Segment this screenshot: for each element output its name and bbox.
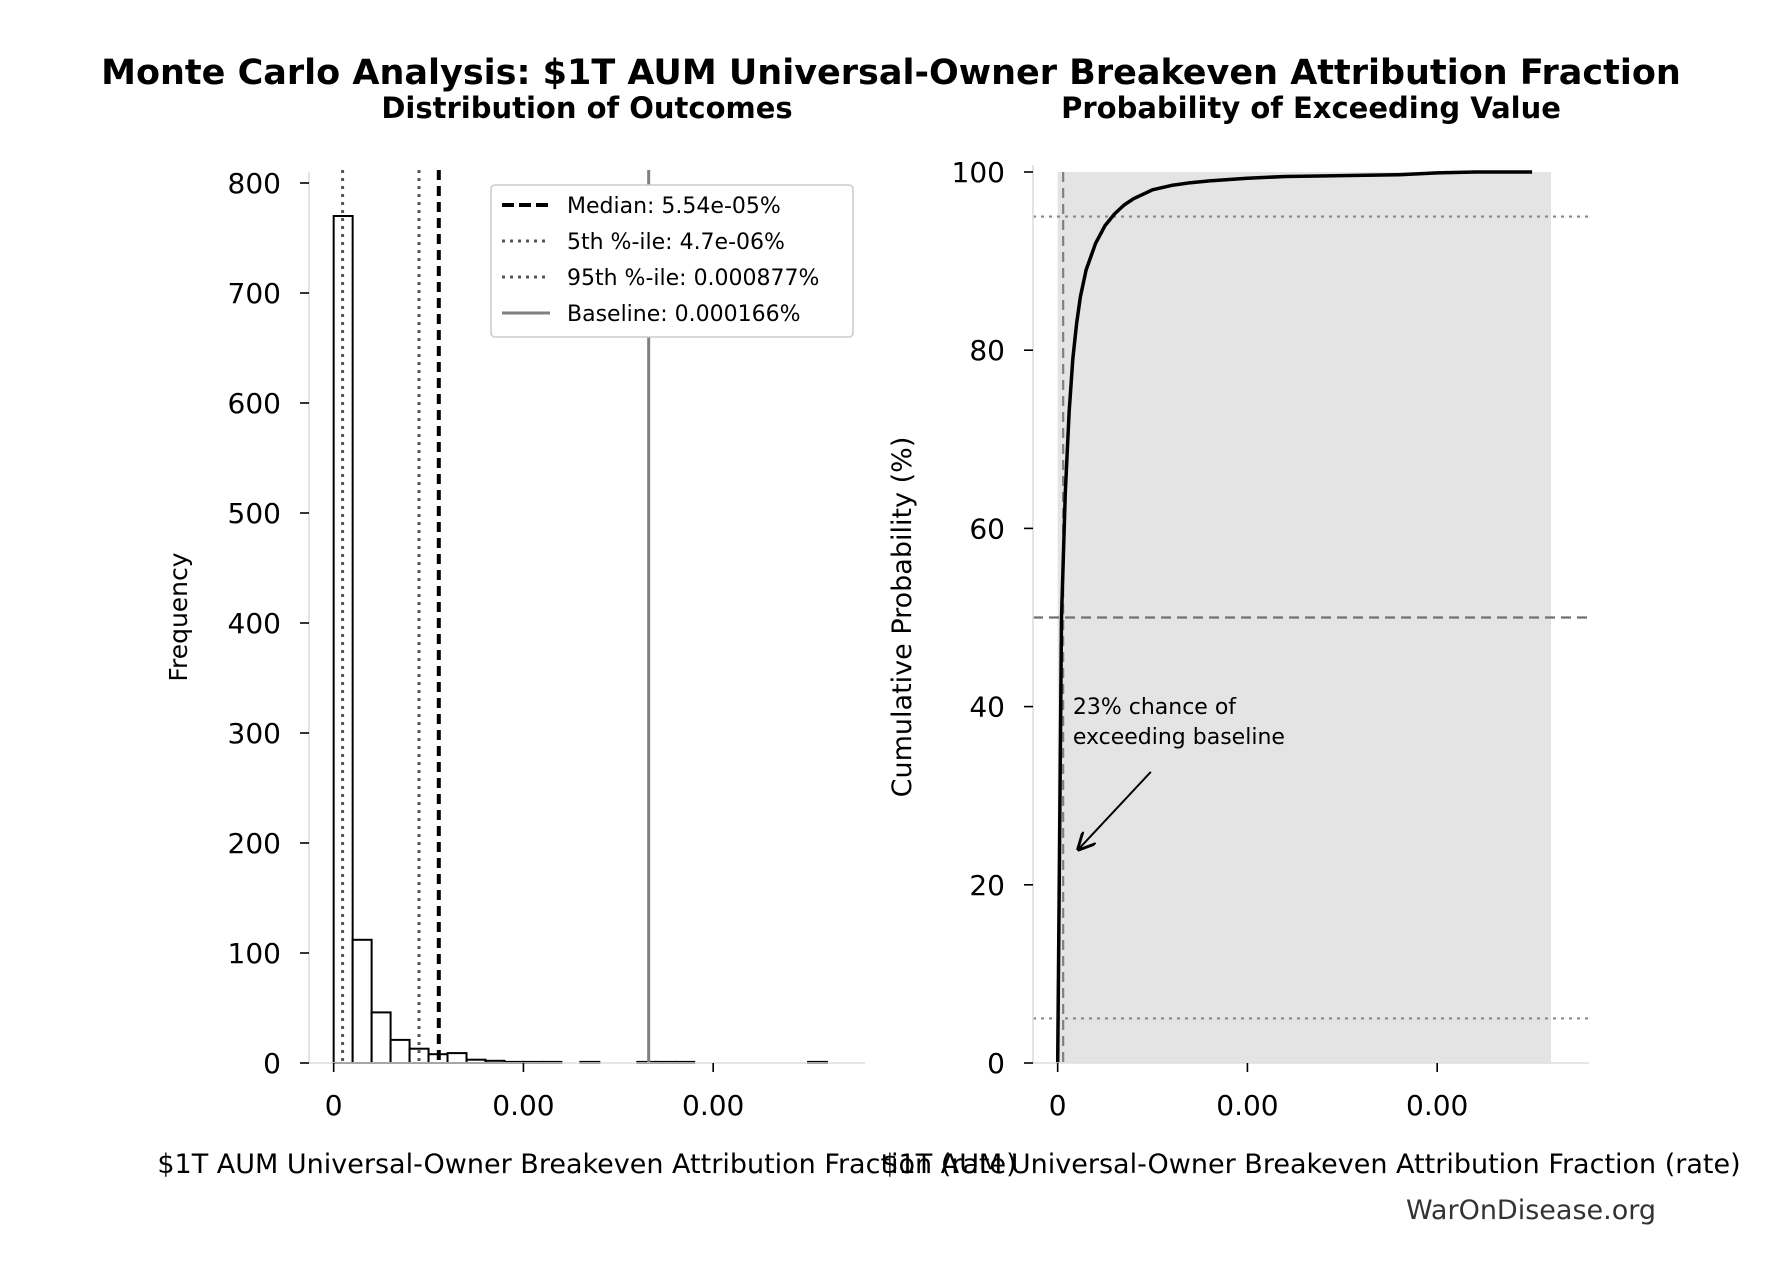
histogram-x-axis-label: $1T AUM Universal-Owner Breakeven Attrib… [157,1149,1016,1180]
y-tick-label: 80 [969,334,1005,367]
annotation-text-line-1: 23% chance of [1073,695,1237,720]
histogram-bars [332,215,829,1065]
histogram-y-ticks: 0 100 200 300 400 500 600 700 800 [228,167,309,1080]
histogram-bar [351,938,373,1064]
y-tick-label: 700 [228,277,281,310]
histogram-legend: Median: 5.54e-05% 5th %-ile: 4.7e-06% 95… [490,184,854,338]
cdf-line [1055,170,1533,1064]
y-tick-label: 60 [969,512,1005,545]
legend-label-p5: 5th %-ile: 4.7e-06% [567,230,785,255]
figure-title: Monte Carlo Analysis: $1T AUM Universal-… [101,53,1681,93]
x-tick-label: 0.00 [1216,1089,1278,1122]
cdf-y-axis-label: Cumulative Probability (%) [887,437,918,798]
legend-label-p95: 95th %-ile: 0.000877% [567,266,819,291]
y-tick-label: 400 [228,607,281,640]
cdf-x-ticks: 0 0.00 0.00 [1049,1063,1468,1122]
y-tick-label: 100 [228,937,281,970]
x-tick-label: 0 [1049,1089,1067,1122]
y-tick-label: 0 [987,1047,1005,1080]
y-tick-label: 0 [263,1047,281,1080]
annotation-text-line-2: exceeding baseline [1073,725,1285,750]
cdf-title: Probability of Exceeding Value [1061,91,1561,125]
histogram-bar [446,1052,468,1064]
y-tick-label: 600 [228,387,281,420]
legend-box [490,184,854,338]
cdf-x-axis-label: $1T AUM Universal-Owner Breakeven Attrib… [881,1149,1740,1180]
y-tick-label: 800 [228,167,281,200]
cdf-reference-lines [1033,172,1589,1063]
cdf-annotation: 23% chance of exceeding baseline [1073,695,1285,849]
x-tick-label: 0.00 [492,1089,554,1122]
y-tick-label: 200 [228,827,281,860]
histogram-title: Distribution of Outcomes [381,91,792,125]
y-tick-label: 40 [969,691,1005,724]
histogram-x-ticks: 0 0.00 0.00 [325,1063,744,1122]
x-tick-label: 0.00 [682,1089,744,1122]
legend-label-baseline: Baseline: 0.000166% [567,302,801,327]
watermark: WarOnDisease.org [1406,1195,1656,1226]
y-tick-label: 20 [969,869,1005,902]
cdf-panel: Probability of Exceeding Value 0 20 40 60 80… [881,91,1740,1180]
histogram-bar [370,1011,392,1065]
y-tick-label: 300 [228,717,281,750]
cdf-y-ticks: 0 20 40 60 80 100 [952,156,1033,1080]
histogram-bar [389,1038,411,1065]
y-tick-label: 500 [228,497,281,530]
x-tick-label: 0.00 [1406,1089,1468,1122]
histogram-bar [332,215,354,1064]
histogram-y-axis-label: Frequency [164,552,193,681]
histogram-panel: Distribution of Outcomes 010020030040050… [157,91,1016,1180]
x-tick-label: 0 [325,1089,343,1122]
y-tick-label: 100 [952,156,1005,189]
legend-label-median: Median: 5.54e-05% [567,194,781,219]
annotation-arrow [1079,771,1152,849]
